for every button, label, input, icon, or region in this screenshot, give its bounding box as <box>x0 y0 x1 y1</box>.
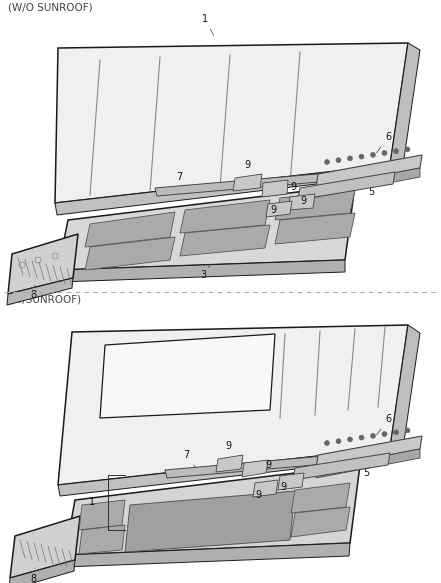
Text: 9: 9 <box>265 460 271 470</box>
Circle shape <box>359 154 364 159</box>
Polygon shape <box>58 325 408 485</box>
Polygon shape <box>242 460 268 477</box>
Polygon shape <box>278 473 304 490</box>
Polygon shape <box>390 325 420 455</box>
Text: 6: 6 <box>377 132 391 153</box>
Text: 4: 4 <box>272 495 284 509</box>
Text: (W/O SUNROOF): (W/O SUNROOF) <box>8 3 93 13</box>
Circle shape <box>348 437 352 442</box>
Circle shape <box>405 147 410 152</box>
Circle shape <box>325 160 329 164</box>
Text: 9: 9 <box>280 482 286 492</box>
Circle shape <box>336 157 341 163</box>
Text: 5: 5 <box>357 182 374 197</box>
Circle shape <box>325 441 329 445</box>
Text: 7: 7 <box>183 450 198 470</box>
Text: 9: 9 <box>255 490 261 500</box>
Text: 9: 9 <box>244 160 250 170</box>
Circle shape <box>393 430 399 435</box>
Circle shape <box>405 428 410 433</box>
Polygon shape <box>8 234 78 294</box>
Text: 9: 9 <box>270 205 276 215</box>
Circle shape <box>393 149 399 154</box>
Text: 6: 6 <box>377 414 391 435</box>
Text: 9: 9 <box>290 182 296 192</box>
Circle shape <box>382 150 387 156</box>
Circle shape <box>370 152 375 157</box>
Polygon shape <box>64 543 350 567</box>
Text: 8: 8 <box>30 285 36 300</box>
Polygon shape <box>58 260 345 282</box>
Polygon shape <box>275 213 355 244</box>
Circle shape <box>348 156 352 161</box>
Text: 9: 9 <box>300 196 306 206</box>
Polygon shape <box>85 212 175 247</box>
Text: 4: 4 <box>292 215 304 227</box>
Polygon shape <box>288 194 315 210</box>
Text: 1: 1 <box>202 14 214 36</box>
Polygon shape <box>291 483 350 513</box>
Polygon shape <box>233 174 262 191</box>
Text: 1: 1 <box>89 497 95 507</box>
Polygon shape <box>298 172 395 200</box>
Text: (W/SUNROOF): (W/SUNROOF) <box>8 295 81 305</box>
Polygon shape <box>316 168 420 197</box>
Text: 7: 7 <box>176 172 192 191</box>
Circle shape <box>382 431 387 437</box>
Polygon shape <box>291 507 350 537</box>
Polygon shape <box>125 491 295 552</box>
Circle shape <box>370 433 375 438</box>
Polygon shape <box>253 480 278 497</box>
Polygon shape <box>65 465 360 555</box>
Circle shape <box>359 435 364 440</box>
Text: 5: 5 <box>352 463 369 478</box>
Polygon shape <box>58 185 355 270</box>
Text: 9: 9 <box>225 441 231 451</box>
Polygon shape <box>180 200 270 233</box>
Polygon shape <box>7 278 73 305</box>
Polygon shape <box>266 201 292 217</box>
Polygon shape <box>58 448 392 496</box>
Polygon shape <box>390 43 420 172</box>
Circle shape <box>336 438 341 444</box>
Polygon shape <box>316 436 422 469</box>
Polygon shape <box>79 525 125 554</box>
Polygon shape <box>55 165 392 215</box>
Text: 8: 8 <box>30 568 36 583</box>
Polygon shape <box>316 449 420 478</box>
Text: 3: 3 <box>200 265 210 280</box>
Polygon shape <box>85 237 175 270</box>
Polygon shape <box>262 180 288 197</box>
Polygon shape <box>316 155 422 188</box>
Polygon shape <box>216 455 243 472</box>
Polygon shape <box>275 190 355 220</box>
Polygon shape <box>155 172 342 196</box>
Polygon shape <box>165 455 337 478</box>
Polygon shape <box>55 43 408 203</box>
Polygon shape <box>293 453 390 480</box>
Text: 2: 2 <box>90 540 103 552</box>
Polygon shape <box>9 560 75 583</box>
Polygon shape <box>10 516 80 578</box>
Polygon shape <box>180 225 270 256</box>
Polygon shape <box>100 334 275 418</box>
Polygon shape <box>79 500 125 530</box>
